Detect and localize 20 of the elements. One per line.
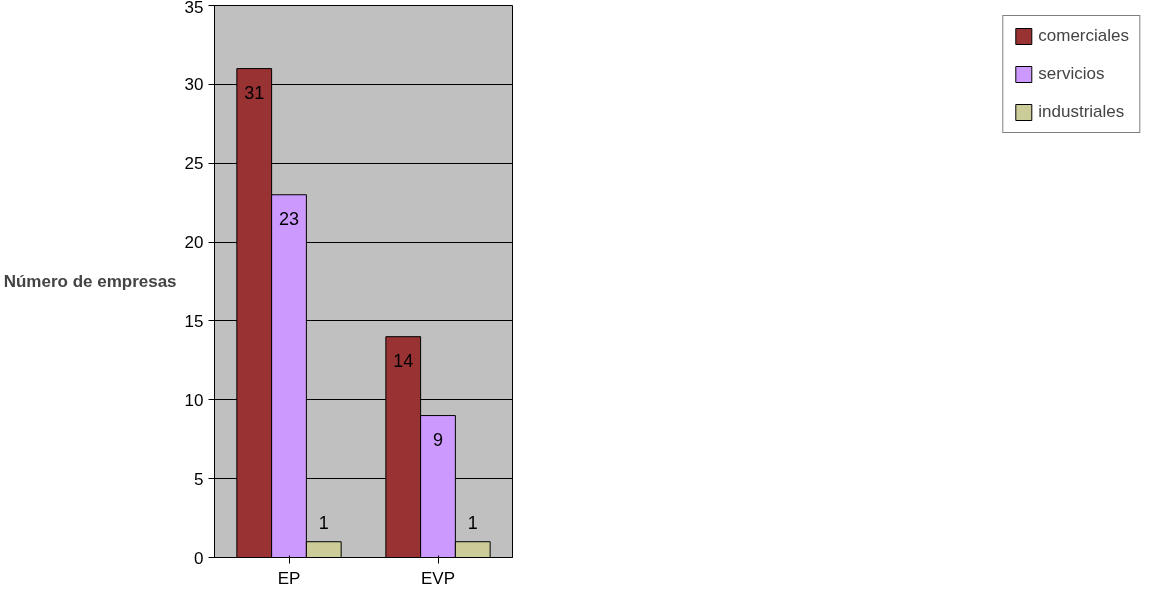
y-tick-label: 0: [194, 548, 204, 568]
y-tick-label: 20: [184, 233, 204, 253]
x-tick-label: EVP: [420, 568, 456, 588]
legend-label: industriales: [1038, 102, 1125, 122]
legend-label: comerciales: [1038, 26, 1129, 46]
data-label: 23: [278, 208, 300, 229]
y-tick-label: 10: [184, 390, 204, 410]
data-label: 1: [318, 513, 329, 534]
data-label: 31: [244, 82, 265, 103]
legend-label: servicios: [1038, 64, 1105, 84]
y-tick-label: 30: [184, 75, 204, 95]
y-tick-label: 35: [184, 0, 204, 17]
y-tick-label: 25: [184, 154, 204, 174]
y-tick-label: 15: [184, 311, 204, 331]
data-label: 14: [393, 350, 414, 371]
y-axis-title: Número de empresas: [3, 272, 177, 291]
data-label: 9: [432, 429, 444, 450]
data-label: 1: [467, 513, 478, 534]
x-tick-label: EP: [277, 568, 301, 588]
y-tick-label: 5: [194, 469, 204, 489]
